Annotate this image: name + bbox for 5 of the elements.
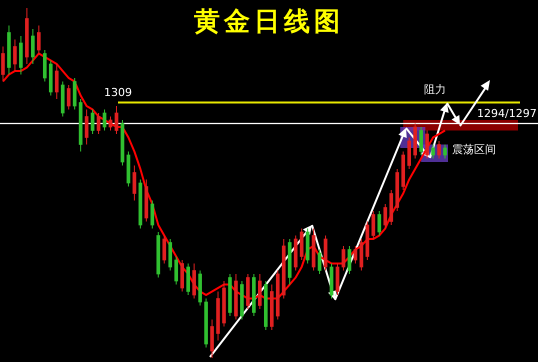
text: 1294/1297 [477,107,537,120]
annotation: 阻力 [424,82,446,97]
annotation: 1309 [104,86,132,99]
text: 震荡区间 [452,142,496,157]
chart-title: 黄金日线图 [193,6,345,39]
